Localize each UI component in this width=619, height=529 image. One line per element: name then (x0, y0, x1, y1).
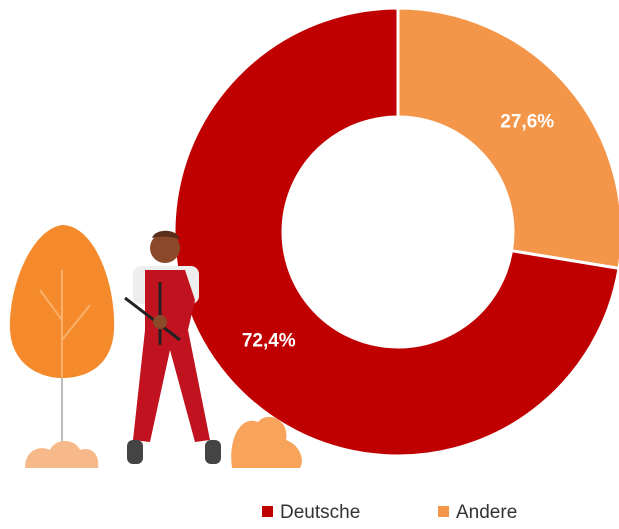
donut: 27,6% 72,4% (172, 6, 619, 458)
value-label: 27,6% (500, 111, 554, 132)
value-label: 72,4% (242, 331, 296, 352)
legend-swatch (438, 506, 449, 517)
donut-slice (172, 6, 619, 458)
legend-label: Andere (456, 502, 517, 523)
legend-label: Deutsche (280, 502, 360, 523)
donut-slice (396, 6, 619, 270)
legend-swatch (262, 506, 273, 517)
illustration (9, 225, 302, 468)
